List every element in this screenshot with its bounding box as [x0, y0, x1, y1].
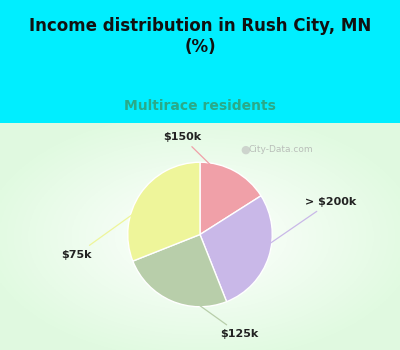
Text: $75k: $75k [61, 203, 149, 260]
Wedge shape [200, 162, 261, 234]
Text: Multirace residents: Multirace residents [124, 99, 276, 113]
Text: $125k: $125k [179, 290, 259, 339]
Text: $150k: $150k [163, 132, 226, 181]
Wedge shape [128, 162, 200, 261]
Text: City-Data.com: City-Data.com [249, 145, 313, 154]
Text: Income distribution in Rush City, MN
(%): Income distribution in Rush City, MN (%) [29, 17, 371, 56]
Wedge shape [200, 196, 272, 302]
Text: > $200k: > $200k [259, 197, 356, 251]
Wedge shape [133, 234, 226, 307]
Text: ●: ● [241, 145, 250, 154]
